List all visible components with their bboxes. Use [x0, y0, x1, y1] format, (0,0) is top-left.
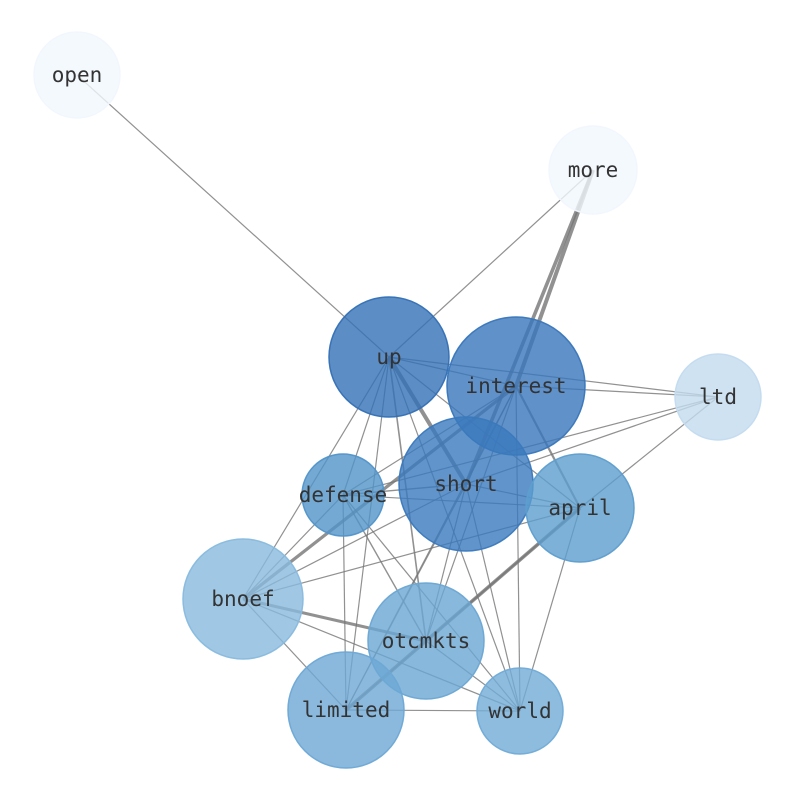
- node-more-label: more: [568, 158, 619, 182]
- node-limited-label: limited: [302, 698, 391, 722]
- nodes-layer: [33, 31, 762, 769]
- node-defense-label: defense: [299, 483, 388, 507]
- node-world-circle: [476, 667, 564, 755]
- node-more-circle: [548, 125, 638, 215]
- node-bnoef-circle: [182, 538, 304, 660]
- node-up-circle: [328, 296, 450, 418]
- node-short-label: short: [434, 472, 497, 496]
- node-april-label: april: [548, 496, 611, 520]
- labels-layer: open more up interest ltd short defense april bn…: [52, 63, 737, 723]
- node-defense-circle: [301, 453, 385, 537]
- node-ltd-label: ltd: [699, 385, 737, 409]
- node-up-label: up: [376, 345, 401, 369]
- node-world-label: world: [488, 699, 551, 723]
- node-ltd-circle: [674, 353, 762, 441]
- node-limited-circle: [287, 651, 405, 769]
- node-open-label: open: [52, 63, 103, 87]
- node-open-circle: [33, 31, 121, 119]
- node-otcmkts-circle: [367, 582, 485, 700]
- node-april-circle: [525, 453, 635, 563]
- node-otcmkts-label: otcmkts: [382, 629, 471, 653]
- edge-open-up: [76, 74, 390, 358]
- node-interest-label: interest: [465, 374, 566, 398]
- node-bnoef-label: bnoef: [211, 587, 274, 611]
